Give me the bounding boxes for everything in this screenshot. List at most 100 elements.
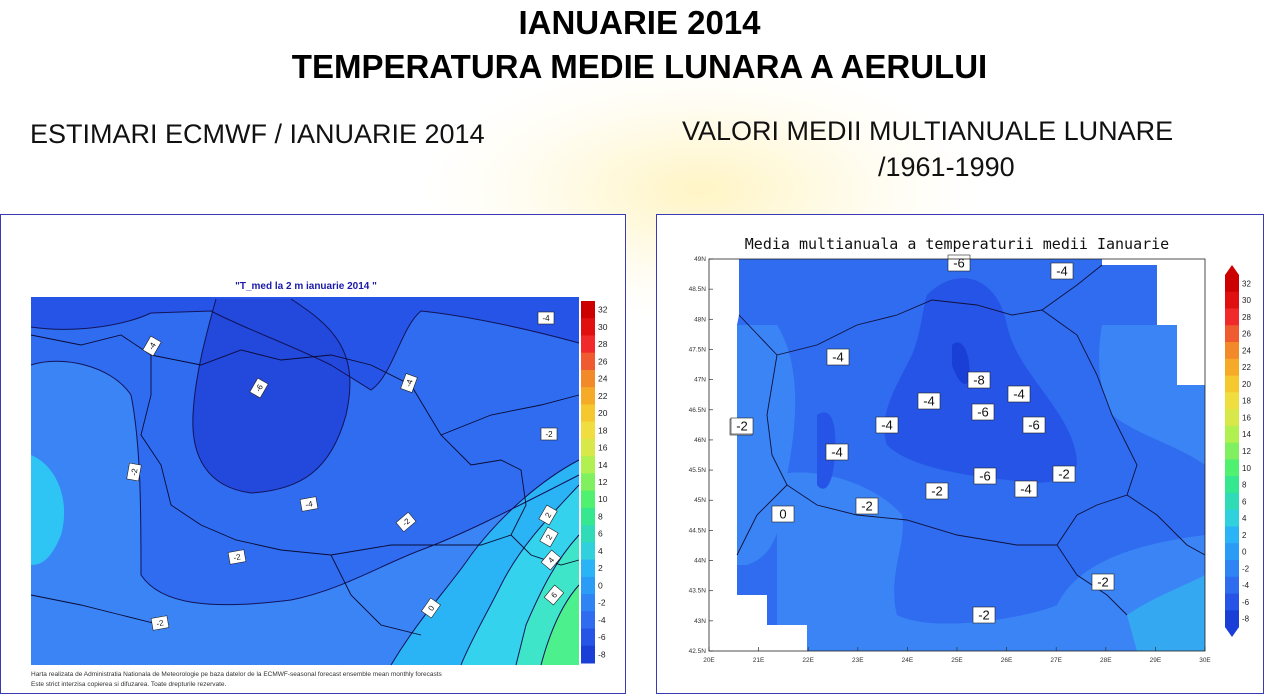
colorbar-tick-label: -2 <box>598 598 606 608</box>
lat-axis: 49N 48.5N 48N 47.5N 47N 46.5N 46N 45.5N 45N 44.5N… <box>689 256 713 655</box>
lon-tick-label: 21E <box>753 657 765 664</box>
right-subtitle-line1: VALORI MEDII MULTIANUALE LUNARE <box>682 116 1174 146</box>
colorbar-tick-label: -6 <box>598 632 606 642</box>
contour-label-box <box>925 482 949 500</box>
contour-label-text: -4 <box>1056 264 1068 279</box>
colorbar-segment <box>1225 392 1239 410</box>
lat-tick-label: 48.5N <box>689 286 707 293</box>
nodata-nw <box>709 259 739 315</box>
colorbar-tick-label: 24 <box>1242 346 1251 355</box>
contour-label-box <box>150 615 170 631</box>
lat-tick-label: 47.5N <box>689 346 707 353</box>
contour-label: 4 <box>540 549 562 571</box>
contour-label: -6 <box>973 467 997 485</box>
contour-label: -2 <box>730 417 754 435</box>
colorbar-tick-label: -4 <box>598 615 606 625</box>
left-subtitle: ESTIMARI ECMWF / IANUARIE 2014 <box>30 119 485 149</box>
colorbar-segment <box>1225 358 1239 377</box>
lat-tick-label: 43.5N <box>689 588 707 595</box>
contour-label-box <box>400 373 418 393</box>
contour-label-box <box>1022 416 1046 434</box>
colorbar-segment <box>581 318 595 336</box>
nodata-west <box>709 315 737 435</box>
contour-label-box <box>227 549 247 565</box>
colorbar-tick-label: 8 <box>1242 481 1247 490</box>
colorbar-tick-label: 22 <box>1242 363 1251 372</box>
contour-label-box <box>421 597 441 619</box>
country-borders <box>30 334 580 636</box>
colorbar-segment <box>581 301 595 319</box>
colorbar-segment <box>581 438 595 457</box>
contour-label: -4 <box>825 443 849 461</box>
colorbar-tick-label: 12 <box>598 477 608 487</box>
contour-label-text: -2 <box>931 484 943 499</box>
colorbar-segment <box>581 421 595 440</box>
colorbar-tick-label: 12 <box>1242 447 1251 456</box>
contour-label-text: -4 <box>542 314 550 323</box>
contour-label: -6 <box>249 377 269 399</box>
contour-label-text: -2 <box>978 608 990 623</box>
colorbar-segment <box>581 594 595 612</box>
ecmwf-map-field <box>30 297 580 666</box>
contour-label: -4 <box>1007 385 1031 403</box>
contour-label-text: -4 <box>404 378 415 388</box>
colorbar-segment <box>1225 492 1239 511</box>
contour-label-text: -4 <box>832 350 844 365</box>
field-6-southeast <box>541 585 579 665</box>
colorbar-tick-label: 30 <box>1242 296 1251 305</box>
colorbar-bottom-arrow <box>1225 627 1239 637</box>
colorbar-tick-label: 28 <box>1242 313 1251 322</box>
ecmwf-map-title: "T_med la 2 m ianuarie 2014 " <box>235 281 377 292</box>
colorbar-segment <box>581 525 595 543</box>
contour-label-box <box>1050 262 1074 280</box>
contour-label-box <box>126 462 142 482</box>
contour-label-box <box>825 443 849 461</box>
contour-label-box <box>826 348 850 366</box>
colorbar-tick-label: 16 <box>598 443 608 453</box>
contour-label: -4 <box>1014 480 1038 498</box>
contour-label-text: -6 <box>1028 418 1040 433</box>
lon-tick-label: 22E <box>802 657 814 664</box>
contour-label-text: -2 <box>736 419 748 434</box>
contour-label-text: -4 <box>1013 387 1025 402</box>
colorbar-segment <box>1225 325 1239 343</box>
isolines <box>30 298 580 666</box>
colorbar-segment <box>581 542 595 561</box>
colorbar-tick-label: -2 <box>1242 564 1250 573</box>
colorbar-segment <box>1225 275 1239 293</box>
ecmwf-footer-line2: Este strict interzisa copierea si difuza… <box>31 681 227 688</box>
contour-label: -2 <box>855 497 879 515</box>
contour-label: -2 <box>126 462 142 482</box>
colorbar-segment <box>581 387 595 405</box>
colorbar-segment <box>1225 610 1239 628</box>
lat-tick-label: 45N <box>694 497 706 504</box>
colorbar-tick-label: 20 <box>598 408 608 418</box>
ecmwf-contour-labels: -4 -4 -6 -4 -2 -2 -4 -2 -2 -2 0 2 2 4 6 <box>126 311 565 631</box>
colorbar-segment <box>1225 425 1239 444</box>
colorbar-tick-label: 4 <box>1242 514 1247 523</box>
contour-label-box <box>972 606 996 624</box>
contour-label-text: -2 <box>401 516 413 528</box>
contour-label-box <box>855 497 879 515</box>
colorbar-segment <box>581 645 595 664</box>
contour-label: 6 <box>543 584 565 606</box>
colorbar-segment <box>1225 543 1239 561</box>
colorbar-segment <box>1225 526 1239 544</box>
contour-label-text: -2 <box>861 499 873 514</box>
contour-label-text: -4 <box>881 418 893 433</box>
lat-tick-label: 45.5N <box>689 467 707 474</box>
colorbar-segment <box>1225 308 1239 326</box>
contour-label: -6 <box>1022 416 1046 434</box>
colorbar-tick-label: 18 <box>1242 397 1251 406</box>
colorbar-tick-label: -8 <box>598 649 606 659</box>
contour-label-text: -4 <box>923 394 935 409</box>
colorbar-tick-label: 0 <box>598 580 603 590</box>
lon-tick-label: 28E <box>1100 657 1112 664</box>
contour-label-text: -2 <box>233 552 242 562</box>
nodata-ne <box>1102 259 1205 325</box>
contour-label-text: -6 <box>977 405 989 420</box>
contour-label-text: 6 <box>549 590 559 600</box>
nodata-sw <box>709 565 807 651</box>
ecmwf-footer-line1: Harta realizata de Administratia Nationa… <box>31 671 443 678</box>
colorbar-segment <box>1225 459 1239 477</box>
